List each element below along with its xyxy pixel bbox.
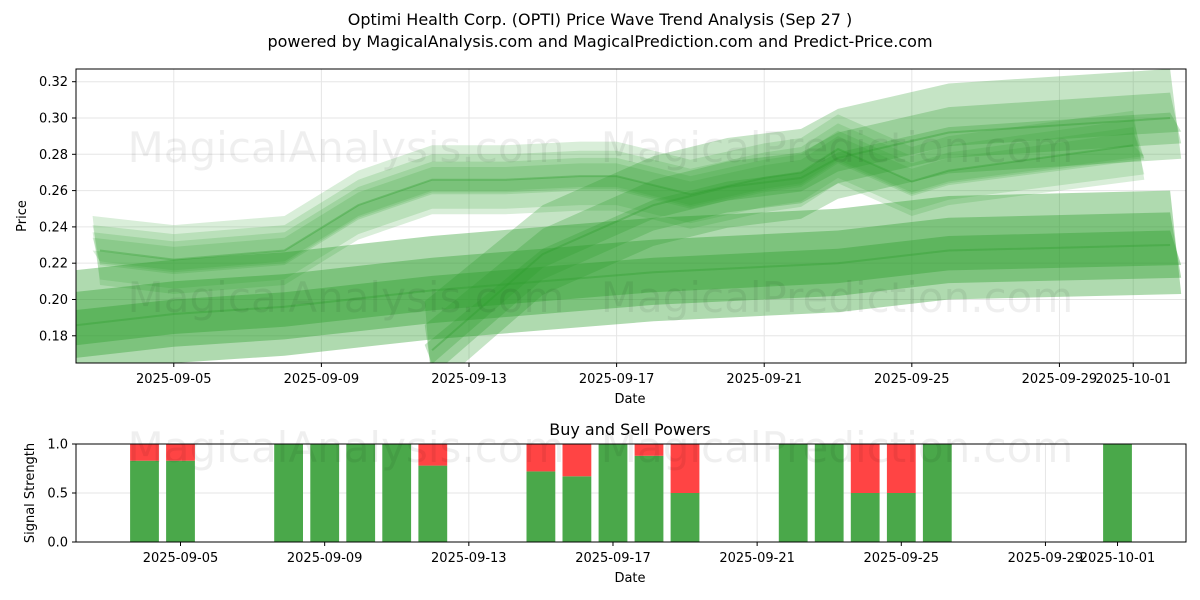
signal-x-tick-label: 2025-09-17 xyxy=(575,551,651,566)
wave-band-2-layer-3 xyxy=(424,69,1182,363)
buy-bar xyxy=(1103,444,1132,542)
buy-bar xyxy=(562,476,592,542)
wave-band-3-layer-3 xyxy=(76,190,1182,363)
price-x-tick-label: 2025-09-17 xyxy=(579,372,655,387)
price-y-tick-label: 0.24 xyxy=(39,220,68,235)
price-y-ticks: 0.18 0.20 0.22 0.24 0.26 0.28 0.30 0.32 xyxy=(39,75,76,344)
signal-y-tick-label: 0.5 xyxy=(47,487,68,502)
wave-band-2-layer-1 xyxy=(424,112,1182,363)
signal-x-axis-label: Date xyxy=(614,571,645,586)
sell-bar xyxy=(526,444,556,472)
watermark-analysis-top: MagicalAnalysis.com xyxy=(128,123,565,172)
price-x-tick-label: 2025-09-13 xyxy=(431,372,507,387)
wave-band-2-center-line xyxy=(431,117,1171,352)
price-plot-frame xyxy=(75,68,1187,364)
watermark-analysis-bottom: MagicalAnalysis.com xyxy=(128,423,565,472)
wave-band-1-layer-2 xyxy=(92,132,1145,273)
price-y-tick-label: 0.20 xyxy=(39,293,68,308)
figure-title: Optimi Health Corp. (OPTI) Price Wave Tr… xyxy=(348,10,853,29)
price-y-tick-label: 0.18 xyxy=(39,329,68,344)
wave-band-3-layer-2 xyxy=(76,212,1182,358)
buy-bar xyxy=(310,444,340,542)
watermark-prediction-middle: MagicalPrediction.com xyxy=(601,273,1074,322)
wave-band-1-layer-1 xyxy=(92,145,1145,271)
buy-bar xyxy=(778,444,808,542)
signal-x-tick-label: 2025-09-25 xyxy=(864,551,940,566)
signal-panel: 2025-09-05 2025-09-09 2025-09-13 2025-09-17… xyxy=(23,420,1187,586)
price-y-tick-label: 0.26 xyxy=(39,184,68,199)
signal-chart-title: Buy and Sell Powers xyxy=(549,420,711,439)
wave-band-1-layer-5 xyxy=(92,110,1145,294)
price-y-tick-label: 0.30 xyxy=(39,112,68,127)
buy-bar xyxy=(850,493,880,542)
buy-bar xyxy=(130,460,159,542)
price-x-tick-label: 2025-10-01 xyxy=(1095,372,1171,387)
sell-bar xyxy=(886,444,916,493)
wave-band-1-center-line xyxy=(99,144,1134,261)
buy-bar xyxy=(634,455,664,542)
wave-band-2-layer-2 xyxy=(424,92,1182,363)
price-x-ticks: 2025-09-05 2025-09-09 2025-09-13 2025-09-17… xyxy=(136,363,1171,387)
watermark-prediction-top: MagicalPrediction.com xyxy=(601,123,1074,172)
buy-bar xyxy=(346,444,376,542)
sell-bar xyxy=(418,444,448,466)
signal-x-tick-label: 2025-09-13 xyxy=(431,551,507,566)
wave-band-1-layer-4 xyxy=(92,127,1145,289)
watermarks: MagicalAnalysis.com MagicalPrediction.co… xyxy=(128,123,1074,472)
sell-bar xyxy=(850,444,880,493)
signal-bars xyxy=(130,444,1132,542)
buy-bar xyxy=(886,493,916,542)
price-wave-bands xyxy=(76,69,1182,363)
signal-x-tick-label: 2025-10-01 xyxy=(1080,551,1156,566)
price-x-tick-label: 2025-09-05 xyxy=(136,372,212,387)
buy-bar xyxy=(418,465,448,542)
price-x-tick-label: 2025-09-21 xyxy=(726,372,802,387)
sell-bar xyxy=(634,444,664,456)
signal-y-axis-label: Signal Strength xyxy=(23,443,38,543)
buy-bar xyxy=(922,444,952,542)
signal-x-tick-label: 2025-09-29 xyxy=(1008,551,1084,566)
sell-bar xyxy=(562,444,592,477)
price-y-tick-label: 0.22 xyxy=(39,257,68,272)
buy-bar xyxy=(382,444,412,542)
price-x-tick-label: 2025-09-25 xyxy=(874,372,950,387)
wave-band-1-layer-3 xyxy=(92,119,1145,275)
figure-subtitle: powered by MagicalAnalysis.com and Magic… xyxy=(267,32,932,51)
wave-band-3-layer-1 xyxy=(76,230,1182,346)
signal-y-tick-label: 1.0 xyxy=(47,438,68,453)
price-grid xyxy=(76,69,1186,363)
sell-bar xyxy=(166,444,195,461)
buy-bar xyxy=(274,444,303,542)
sell-bar xyxy=(130,444,159,461)
buy-bar xyxy=(598,444,628,542)
buy-bar xyxy=(814,444,844,542)
price-y-tick-label: 0.32 xyxy=(39,75,68,90)
signal-x-ticks: 2025-09-05 2025-09-09 2025-09-13 2025-09-17… xyxy=(143,542,1156,566)
price-y-axis-label: Price xyxy=(15,200,30,232)
signal-x-tick-label: 2025-09-21 xyxy=(719,551,795,566)
signal-x-tick-label: 2025-09-05 xyxy=(143,551,219,566)
buy-bar xyxy=(166,460,195,542)
watermark-analysis-middle: MagicalAnalysis.com xyxy=(128,273,565,322)
price-panel: 2025-09-05 2025-09-09 2025-09-13 2025-09-17… xyxy=(15,68,1187,407)
buy-bar xyxy=(670,493,700,542)
price-x-tick-label: 2025-09-09 xyxy=(284,372,360,387)
signal-x-tick-label: 2025-09-09 xyxy=(287,551,363,566)
wave-band-3-center-line xyxy=(76,244,1171,327)
price-x-tick-label: 2025-09-29 xyxy=(1022,372,1098,387)
sell-bar xyxy=(670,444,700,493)
price-x-axis-label: Date xyxy=(614,392,645,407)
signal-y-ticks: 0.0 0.5 1.0 xyxy=(47,438,76,551)
watermark-prediction-bottom: MagicalPrediction.com xyxy=(601,423,1074,472)
buy-bar xyxy=(526,471,556,542)
price-y-tick-label: 0.28 xyxy=(39,148,68,163)
signal-y-tick-label: 0.0 xyxy=(47,536,68,551)
